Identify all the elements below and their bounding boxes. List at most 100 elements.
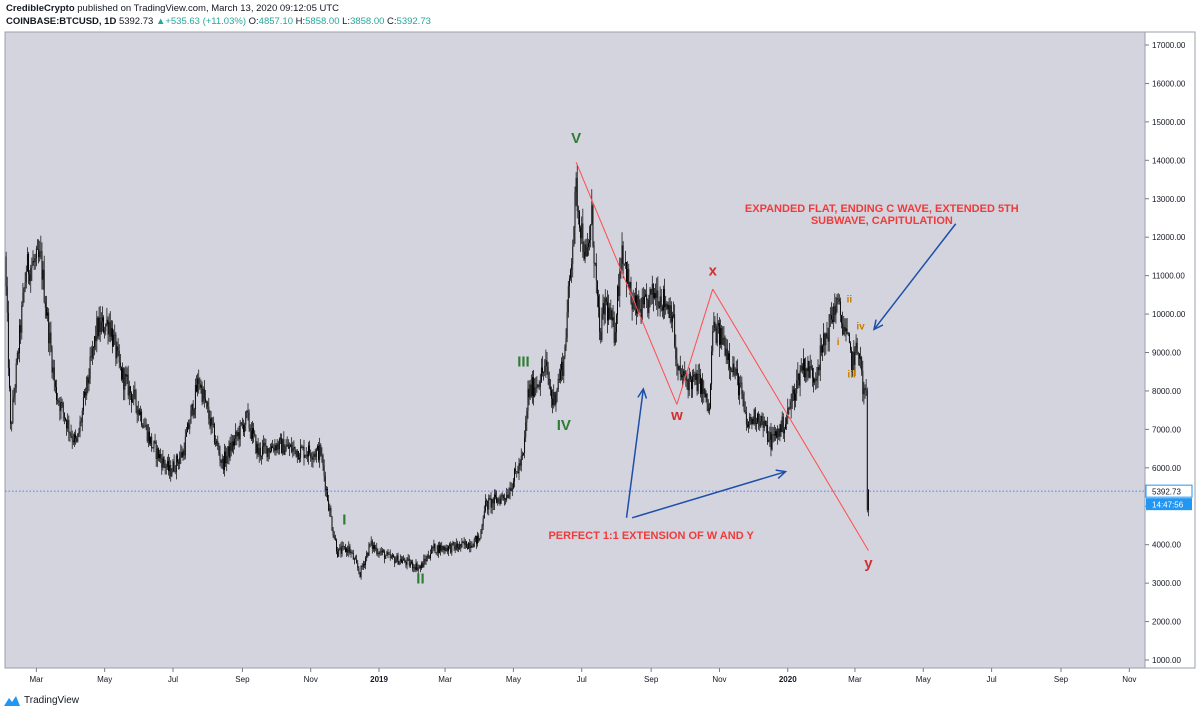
candle-body — [749, 416, 751, 422]
candle-body — [171, 471, 173, 477]
candle-body — [811, 367, 813, 378]
candle-body — [713, 321, 715, 332]
price-axis[interactable] — [1144, 31, 1196, 669]
candle-body — [511, 487, 513, 492]
candle-body — [596, 280, 598, 296]
candle-body — [750, 416, 752, 425]
candle-body — [451, 543, 453, 553]
symbol-name[interactable]: COINBASE:BTCUSD, 1D — [6, 16, 117, 27]
candle-body — [293, 446, 295, 449]
candle-body — [680, 374, 682, 378]
candle-body — [658, 306, 660, 309]
candle-body — [622, 245, 624, 264]
low-label: L: — [342, 16, 351, 27]
candle-body — [474, 535, 476, 540]
candle-body — [404, 558, 406, 563]
candle-body — [583, 251, 585, 260]
candle-body — [380, 551, 382, 553]
candle-body — [375, 547, 377, 549]
candle-body — [528, 388, 530, 398]
candle-body — [175, 455, 177, 472]
time-tick-label: 2020 — [779, 675, 797, 684]
arrow-shaft — [625, 388, 645, 518]
candle-body — [24, 282, 26, 289]
candle-body — [814, 378, 816, 383]
time-tick-label: Nov — [1122, 675, 1136, 684]
candle-body — [558, 378, 560, 380]
candle-body — [127, 374, 129, 396]
wave-label: II — [416, 570, 424, 587]
candle-body — [210, 417, 212, 427]
candle-body — [682, 375, 683, 378]
candle-body — [772, 434, 774, 435]
candle-body — [153, 441, 155, 448]
candle-body — [471, 545, 473, 548]
candle-body — [687, 379, 689, 391]
candle-body — [595, 263, 597, 281]
candle-body — [89, 356, 91, 379]
candle-body — [813, 377, 814, 383]
candle-body — [791, 393, 793, 402]
candle-body — [600, 331, 602, 340]
candle-body — [449, 544, 451, 546]
candle-body — [312, 456, 314, 460]
candle-body — [303, 446, 305, 458]
countdown-tag-text: 14:47:56 — [1152, 501, 1184, 510]
time-tick-label: Sep — [644, 675, 659, 684]
candle-body — [572, 246, 574, 265]
candle-body — [235, 431, 237, 439]
candle-body — [220, 460, 222, 463]
candle-body — [490, 498, 492, 508]
brand-name[interactable]: TradingView — [24, 695, 80, 706]
candle-body — [126, 374, 128, 377]
candle-body — [470, 545, 472, 549]
candle-body — [623, 263, 625, 265]
candle-body — [555, 394, 557, 405]
candle-body — [75, 434, 77, 439]
candle-body — [324, 476, 326, 491]
candle-body — [590, 224, 592, 241]
candle-body — [716, 326, 718, 343]
candle-body — [489, 498, 491, 499]
candle-body — [221, 458, 223, 463]
candle-body — [752, 418, 754, 424]
candle-body — [231, 441, 233, 451]
candle-body — [724, 337, 726, 356]
candle-body — [182, 450, 184, 458]
candle-body — [285, 446, 287, 451]
candle-body — [229, 442, 231, 458]
candle-body — [67, 420, 69, 429]
candle-body — [63, 412, 65, 419]
price-tick-label: 14000.00 — [1152, 156, 1186, 165]
candle-body — [70, 433, 72, 436]
candle-body — [35, 248, 37, 259]
time-axis-ticks: Mar May Jul Sep Nov 2019 Mar May Jul Sep Nov 2020 Ma… — [29, 668, 1136, 684]
candle-body — [537, 384, 539, 386]
candle-body — [586, 247, 588, 257]
plot-area[interactable] — [4, 31, 1146, 669]
candle-body — [441, 545, 443, 551]
time-tick-label: May — [506, 675, 521, 684]
candle-body — [257, 443, 259, 455]
candle-body — [741, 382, 743, 394]
candle-body — [157, 448, 159, 459]
candle-body — [759, 421, 761, 427]
candle-body — [54, 381, 56, 388]
candle-body — [98, 317, 100, 337]
countdown-tag — [1146, 498, 1192, 511]
candle-body — [409, 563, 411, 566]
candle-body — [780, 424, 782, 433]
candle-body — [827, 336, 829, 342]
candle-body — [418, 566, 420, 568]
candle-body — [394, 557, 396, 564]
publisher-name[interactable]: CredibleCrypto — [6, 3, 75, 14]
candle-body — [439, 544, 440, 554]
candle-body — [798, 373, 800, 386]
candle-body — [799, 370, 801, 386]
candle-body — [729, 353, 730, 368]
candle-body — [402, 560, 403, 563]
candle-body — [796, 380, 798, 394]
candle-body — [49, 332, 51, 344]
candle-body — [826, 333, 828, 337]
